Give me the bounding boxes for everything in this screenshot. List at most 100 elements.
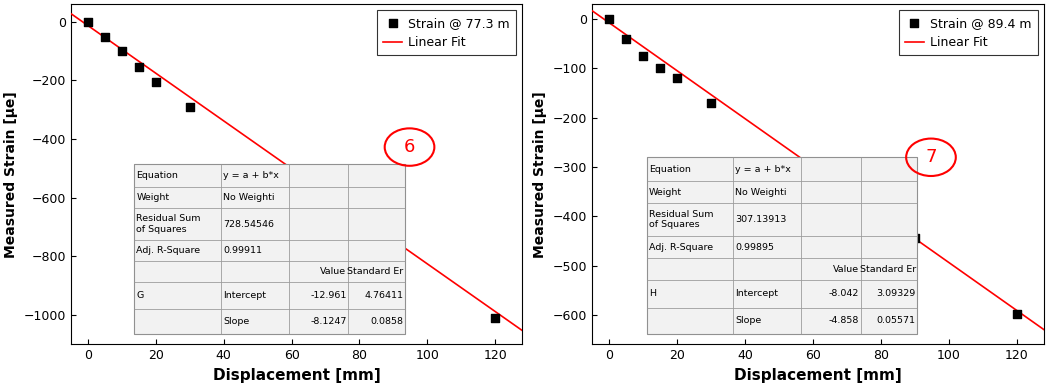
Text: -8.1247: -8.1247 <box>310 317 347 326</box>
Text: Residual Sum
of Squares: Residual Sum of Squares <box>136 214 201 234</box>
Strain @ 89.4 m <box>1008 311 1025 317</box>
Strain @ 89.4 m <box>669 75 685 81</box>
Bar <box>860 236 917 258</box>
Strain @ 77.3 m <box>487 315 504 321</box>
Bar <box>134 208 221 240</box>
Text: Equation: Equation <box>649 165 691 174</box>
Text: Slope: Slope <box>223 317 249 326</box>
Bar <box>134 187 221 208</box>
Bar <box>221 261 288 283</box>
Strain @ 77.3 m <box>148 79 165 85</box>
Text: 3.09329: 3.09329 <box>876 289 916 298</box>
Bar <box>134 261 221 283</box>
Bar <box>647 308 734 334</box>
X-axis label: Displacement [mm]: Displacement [mm] <box>735 368 902 383</box>
Bar <box>801 258 860 280</box>
Text: Adj. R-Square: Adj. R-Square <box>136 246 200 255</box>
Bar <box>734 280 801 308</box>
Text: G: G <box>136 291 144 300</box>
Bar <box>221 164 288 187</box>
Text: 0.05571: 0.05571 <box>877 317 916 325</box>
Strain @ 77.3 m <box>96 34 113 40</box>
Bar <box>134 283 221 309</box>
Text: -12.961: -12.961 <box>310 291 347 300</box>
Bar <box>647 258 734 280</box>
Strain @ 89.4 m <box>907 235 923 241</box>
Text: 307.13913: 307.13913 <box>736 215 787 224</box>
Bar <box>734 157 801 181</box>
Bar <box>647 203 734 236</box>
Bar <box>288 187 348 208</box>
Bar <box>288 309 348 334</box>
Text: H: H <box>649 289 656 298</box>
Bar <box>801 236 860 258</box>
Bar <box>134 164 405 334</box>
Bar <box>860 181 917 203</box>
Text: 4.76411: 4.76411 <box>365 291 403 300</box>
Bar <box>348 164 405 187</box>
Bar <box>860 280 917 308</box>
Bar <box>734 308 801 334</box>
X-axis label: Displacement [mm]: Displacement [mm] <box>213 368 380 383</box>
Strain @ 89.4 m <box>601 16 617 22</box>
Text: Residual Sum
of Squares: Residual Sum of Squares <box>649 210 714 229</box>
Text: 7: 7 <box>925 148 937 166</box>
Bar <box>860 308 917 334</box>
Legend: Strain @ 89.4 m, Linear Fit: Strain @ 89.4 m, Linear Fit <box>898 10 1038 55</box>
Strain @ 77.3 m <box>113 48 130 54</box>
Text: Value: Value <box>833 265 859 274</box>
Bar <box>647 236 734 258</box>
Y-axis label: Measured Strain [μe]: Measured Strain [μe] <box>533 91 547 258</box>
Bar <box>734 236 801 258</box>
Text: Equation: Equation <box>136 171 178 180</box>
Bar <box>348 283 405 309</box>
Text: 0.99895: 0.99895 <box>736 243 774 252</box>
Y-axis label: Measured Strain [μe]: Measured Strain [μe] <box>4 91 18 258</box>
Bar <box>348 261 405 283</box>
Strain @ 77.3 m <box>385 240 401 246</box>
Bar <box>860 157 917 181</box>
Bar <box>348 187 405 208</box>
Text: No Weighti: No Weighti <box>223 193 275 202</box>
Text: Weight: Weight <box>136 193 170 202</box>
Text: Slope: Slope <box>736 317 762 325</box>
Bar <box>288 283 348 309</box>
Text: Standard Er: Standard Er <box>347 267 403 276</box>
Bar <box>221 240 288 261</box>
Bar <box>647 157 917 334</box>
Text: y = a + b*x: y = a + b*x <box>736 165 791 174</box>
Text: -4.858: -4.858 <box>829 317 859 325</box>
Bar <box>134 164 221 187</box>
Bar <box>801 308 860 334</box>
Bar <box>860 258 917 280</box>
Strain @ 89.4 m <box>635 53 652 59</box>
Bar <box>288 208 348 240</box>
Bar <box>801 157 860 181</box>
Bar <box>288 164 348 187</box>
Bar <box>288 261 348 283</box>
Text: Weight: Weight <box>649 188 682 197</box>
Text: Value: Value <box>321 267 347 276</box>
Strain @ 89.4 m <box>805 164 822 170</box>
Text: 728.54546: 728.54546 <box>223 219 274 229</box>
Bar <box>134 240 221 261</box>
Bar <box>734 258 801 280</box>
Bar <box>801 181 860 203</box>
Bar <box>647 280 734 308</box>
Bar <box>647 157 734 181</box>
Bar <box>348 240 405 261</box>
Text: Adj. R-Square: Adj. R-Square <box>649 243 713 252</box>
Text: No Weighti: No Weighti <box>736 188 787 197</box>
Bar <box>221 187 288 208</box>
Bar <box>134 309 221 334</box>
Text: Intercept: Intercept <box>223 291 266 300</box>
Bar <box>221 283 288 309</box>
Bar <box>221 309 288 334</box>
Legend: Strain @ 77.3 m, Linear Fit: Strain @ 77.3 m, Linear Fit <box>377 10 516 55</box>
Text: y = a + b*x: y = a + b*x <box>223 171 279 180</box>
Text: 6: 6 <box>403 138 415 156</box>
Text: Standard Er: Standard Er <box>859 265 916 274</box>
Strain @ 77.3 m <box>181 104 198 110</box>
Bar <box>734 181 801 203</box>
Strain @ 77.3 m <box>283 167 300 173</box>
